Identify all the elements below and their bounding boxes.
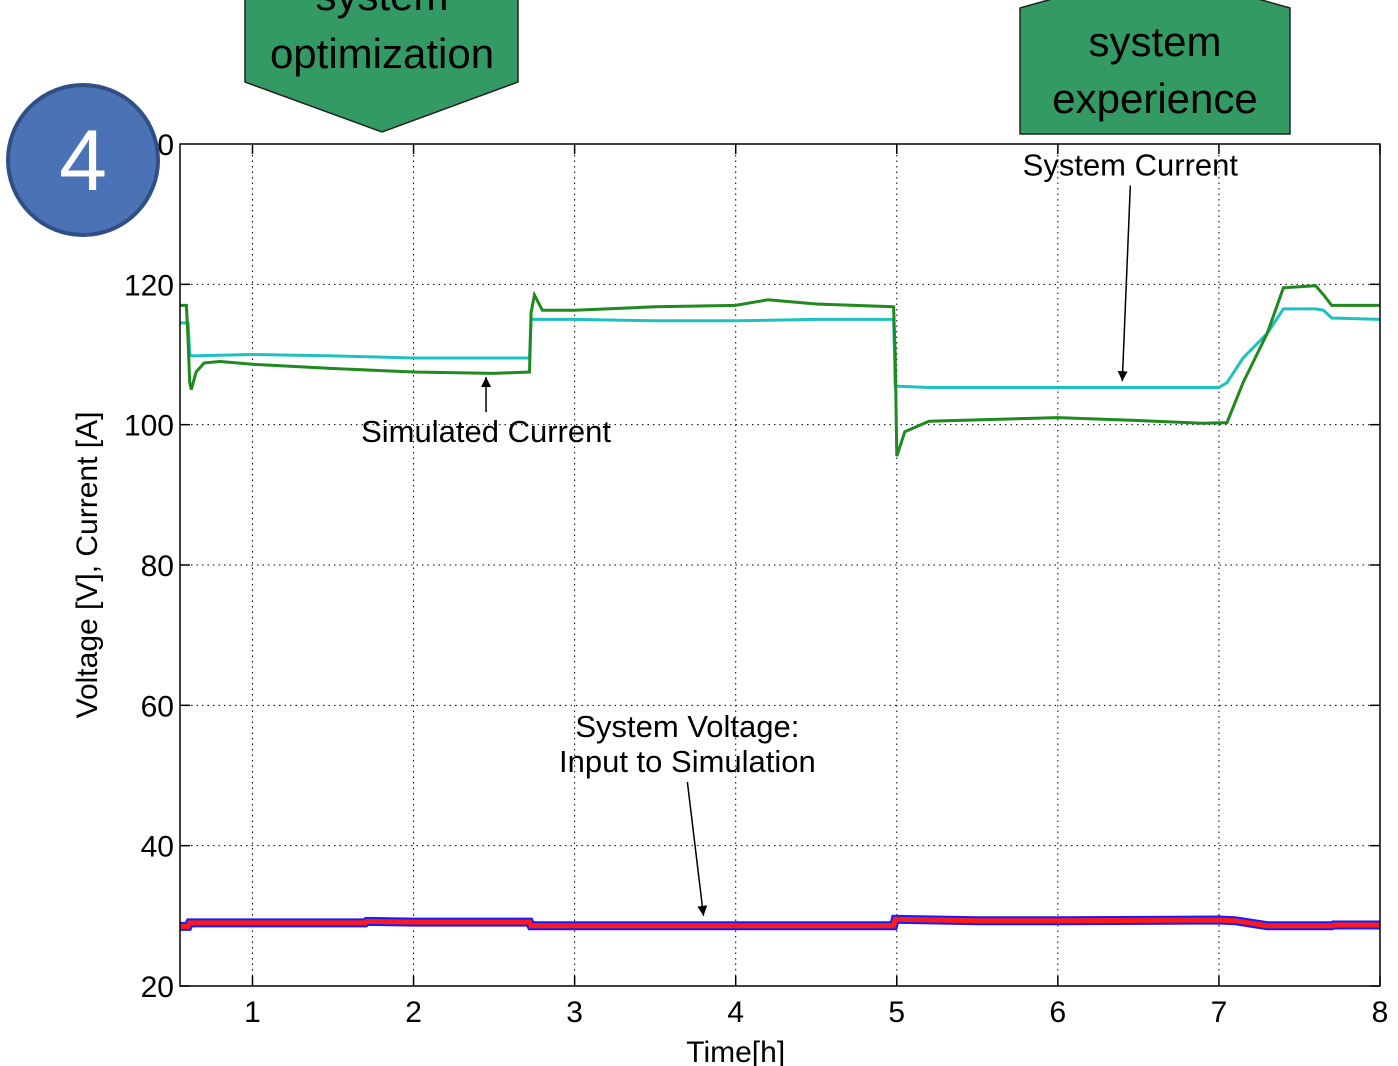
series-lines: [180, 284, 1381, 931]
x-tick-label: 3: [566, 996, 583, 1029]
x-tick-label: 6: [1050, 996, 1067, 1029]
y-tick-label: 40: [141, 831, 174, 864]
callout-right-shape: [1019, 0, 1291, 135]
y-axis: 20 40 60 80 100 120 0: [124, 129, 1380, 1004]
series-line-voltage: [180, 916, 1380, 929]
x-axis: 1 2 3 4 5 6 7 8: [244, 144, 1388, 1029]
series-line-simulated-current: [180, 284, 1380, 457]
x-axis-label: Time[h]: [686, 1036, 785, 1066]
x-tick-label: 4: [727, 996, 744, 1029]
annotations: System Current Simulated Current System Vo…: [361, 148, 1238, 916]
callout-left-line1: system: [315, 0, 448, 19]
grid-lines: [180, 144, 1380, 987]
annotation-label: System Voltage:: [575, 709, 799, 744]
y-tick-label: 100: [124, 410, 174, 443]
y-tick-label: 80: [141, 550, 174, 583]
x-tick-label: 5: [888, 996, 905, 1029]
callout-left-shape: [244, 0, 519, 133]
series-line-system-current: [180, 307, 1381, 389]
annotation-label: Simulated Current: [361, 414, 611, 449]
step-badge: 4: [6, 83, 160, 237]
y-tick-label-top: 0: [157, 129, 174, 162]
callout-system-experience: system experience: [1019, 0, 1291, 135]
annotation-arrow: [1117, 185, 1132, 382]
y-axis-label: Voltage [V], Current [A]: [71, 412, 104, 719]
badge-label: 4: [59, 113, 107, 209]
annotation-arrow: [686, 781, 708, 916]
callout-right-line1: system: [1088, 18, 1221, 65]
y-tick-label: 60: [141, 690, 174, 723]
annotation-label: Input to Simulation: [559, 744, 816, 779]
x-tick-label: 8: [1372, 996, 1389, 1029]
y-tick-label: 120: [124, 269, 174, 302]
callout-left-line2: optimization: [270, 30, 494, 77]
x-tick-label: 2: [405, 996, 422, 1029]
annotation-label: System Current: [1023, 148, 1239, 183]
badge-circle: [6, 83, 160, 237]
callout-system-optimization: system optimization: [244, 0, 519, 133]
callout-right-line2: experience: [1052, 75, 1257, 122]
x-tick-label: 7: [1211, 996, 1228, 1029]
x-tick-label: 1: [244, 996, 261, 1029]
y-tick-label: 20: [141, 971, 174, 1004]
